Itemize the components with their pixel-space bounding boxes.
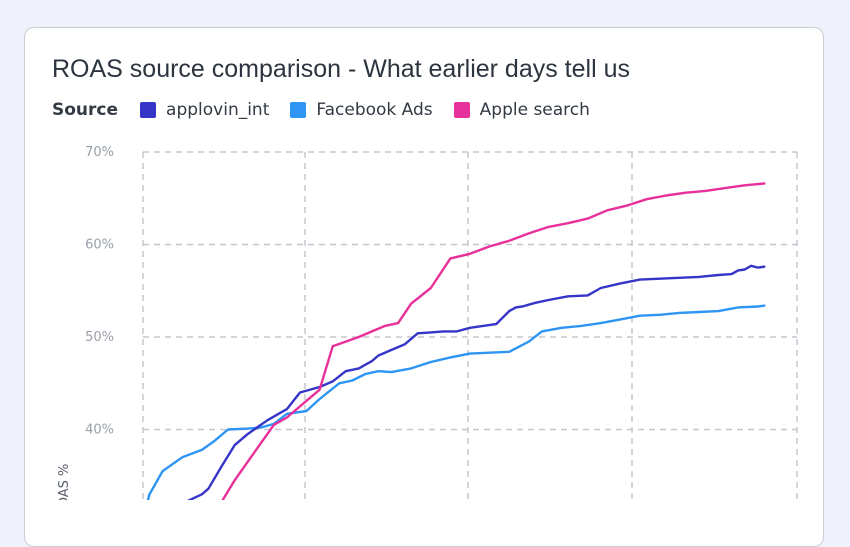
y-tick-label-2: 50% xyxy=(85,330,114,345)
series-line-applovin-int[interactable] xyxy=(143,264,766,500)
series-line-facebook-ads[interactable] xyxy=(143,304,766,500)
legend: Source applovin_int Facebook Ads Apple s… xyxy=(52,100,611,120)
y-tick-label-0: 70% xyxy=(85,145,114,160)
chart-title: ROAS source comparison - What earlier da… xyxy=(52,55,630,83)
legend-item-apple[interactable]: Apple search xyxy=(453,100,590,120)
chart-card xyxy=(24,27,824,547)
legend-swatch-facebook xyxy=(290,102,307,118)
legend-item-facebook[interactable]: Facebook Ads xyxy=(290,100,433,120)
series-line-apple-search[interactable] xyxy=(195,182,766,501)
y-tick-label-1: 60% xyxy=(85,238,114,253)
y-tick-label-3: 40% xyxy=(85,423,114,438)
legend-swatch-applovin xyxy=(140,102,157,118)
y-axis-label: ROAS % xyxy=(57,464,72,500)
legend-item-applovin[interactable]: applovin_int xyxy=(140,100,269,120)
legend-swatch-apple xyxy=(453,102,470,118)
legend-label-facebook: Facebook Ads xyxy=(316,100,433,120)
line-chart: 70%60%50%40%30%ROAS % xyxy=(57,145,798,501)
legend-title: Source xyxy=(52,100,119,120)
legend-label-apple: Apple search xyxy=(479,100,590,120)
legend-label-applovin: applovin_int xyxy=(166,100,270,120)
